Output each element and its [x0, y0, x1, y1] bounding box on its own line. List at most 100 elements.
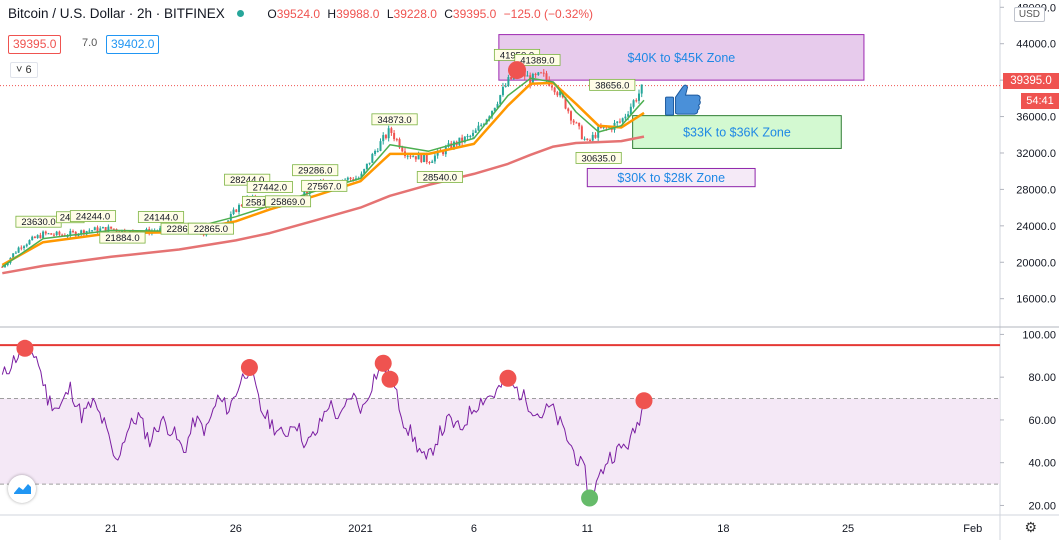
candle-body	[3, 265, 6, 267]
price-level-label: 28244.0	[230, 175, 264, 186]
zone-label: $33K to $36K Zone	[683, 126, 791, 140]
candle-body	[632, 100, 635, 107]
candle-body	[594, 134, 597, 138]
candle-body	[431, 161, 434, 163]
candle-body	[42, 231, 45, 239]
rsi-extreme-marker	[635, 392, 653, 410]
price-level-tag	[264, 195, 312, 208]
chart-header: Bitcoin / U.S. Dollar · 2h · BITFINEX O3…	[8, 6, 597, 21]
candle-body	[417, 153, 420, 160]
candle-body	[412, 156, 415, 158]
price-level-label: 27567.0	[307, 181, 341, 192]
candle-body	[23, 246, 26, 249]
price-level-label: 24144.0	[144, 213, 178, 224]
candle-body	[33, 236, 36, 238]
candle-body	[72, 231, 75, 233]
price-tick-label: 44000.0	[1016, 39, 1056, 51]
symbol-title[interactable]: Bitcoin / U.S. Dollar · 2h · BITFINEX	[8, 6, 225, 21]
candle-body	[379, 141, 382, 151]
candle-body	[569, 111, 572, 121]
candle-body	[618, 121, 621, 123]
spread-value: 7.0	[78, 35, 102, 52]
candle-body	[477, 125, 480, 131]
thumbs-up-icon	[665, 84, 701, 116]
candle-body	[423, 154, 426, 163]
candle-body	[507, 77, 510, 86]
zone-box	[586, 167, 756, 188]
candle-body	[472, 132, 475, 136]
price-level-tag	[292, 164, 339, 177]
time-tick-label: 21	[105, 523, 117, 535]
candle-body	[537, 72, 540, 75]
candle-body	[96, 227, 99, 232]
candle-body	[368, 162, 371, 164]
candle-body	[384, 135, 387, 139]
candle-body	[12, 253, 15, 258]
candle-body	[624, 116, 627, 119]
candle-body	[91, 230, 94, 232]
price-level-tag	[301, 179, 348, 192]
buy-price-button[interactable]: 39402.0	[106, 35, 160, 54]
price-level-tag	[575, 152, 622, 164]
candle-body	[390, 128, 393, 133]
candle-body	[93, 227, 96, 231]
candle-body	[627, 114, 630, 117]
candle-body	[466, 135, 469, 137]
candle-body	[540, 72, 543, 74]
candle-body	[480, 124, 483, 126]
candle-body	[589, 140, 592, 142]
candle-body	[496, 104, 499, 108]
candle-body	[110, 226, 113, 229]
candle-body	[553, 87, 556, 93]
candle-body	[469, 135, 472, 137]
candle-body	[25, 244, 28, 247]
rsi-extreme-marker	[381, 370, 399, 388]
price-level-label: 29286.0	[298, 166, 332, 177]
tradingview-logo-icon[interactable]	[8, 475, 36, 503]
price-level-tag	[69, 210, 117, 223]
rsi-extreme-marker	[581, 489, 599, 507]
last-price-label: 39395.0	[1003, 73, 1059, 89]
candle-body	[529, 75, 532, 85]
candle-body	[575, 122, 578, 124]
open-value: 39524.0	[276, 7, 321, 21]
candle-body	[47, 233, 50, 235]
candle-body	[363, 169, 366, 174]
candle-body	[591, 134, 594, 141]
candle-body	[398, 139, 401, 148]
indicators-toggle[interactable]: ˅ 6	[10, 62, 38, 78]
candle-body	[374, 150, 377, 154]
price-level-tag	[416, 171, 463, 183]
candle-body	[352, 179, 355, 181]
candle-body	[504, 85, 507, 87]
currency-badge[interactable]: USD	[1013, 7, 1045, 22]
time-tick-label: Feb	[963, 523, 982, 535]
price-level-label: 2581	[246, 197, 267, 208]
candle-body	[583, 138, 586, 140]
rsi-tick-label: 20.00	[1028, 500, 1056, 512]
rsi-tick-label: 80.00	[1028, 372, 1056, 384]
candle-body	[420, 153, 423, 163]
candle-body	[393, 132, 396, 140]
candle-body	[550, 85, 553, 88]
candle-body	[371, 153, 374, 163]
candle-body	[621, 118, 624, 122]
price-level-label: 21884.0	[105, 233, 139, 244]
candle-body	[58, 231, 61, 235]
candle-body	[433, 155, 436, 162]
open-label: O	[267, 7, 277, 21]
high-label: H	[327, 7, 337, 21]
candle-body	[31, 236, 34, 241]
price-level-label: 34873.0	[377, 115, 411, 126]
candle-body	[452, 141, 455, 149]
sell-price-button[interactable]: 39395.0	[8, 35, 62, 54]
candle-body	[44, 231, 47, 234]
price-level-label: 28540.0	[423, 172, 457, 183]
price-level-label: 27442.0	[253, 182, 287, 193]
indicator-count: 6	[25, 64, 32, 76]
settings-gear-icon[interactable]: ⚙	[1024, 519, 1037, 535]
close-label: C	[444, 7, 453, 21]
candle-body	[499, 95, 502, 105]
rsi-tick-label: 40.00	[1028, 458, 1056, 470]
